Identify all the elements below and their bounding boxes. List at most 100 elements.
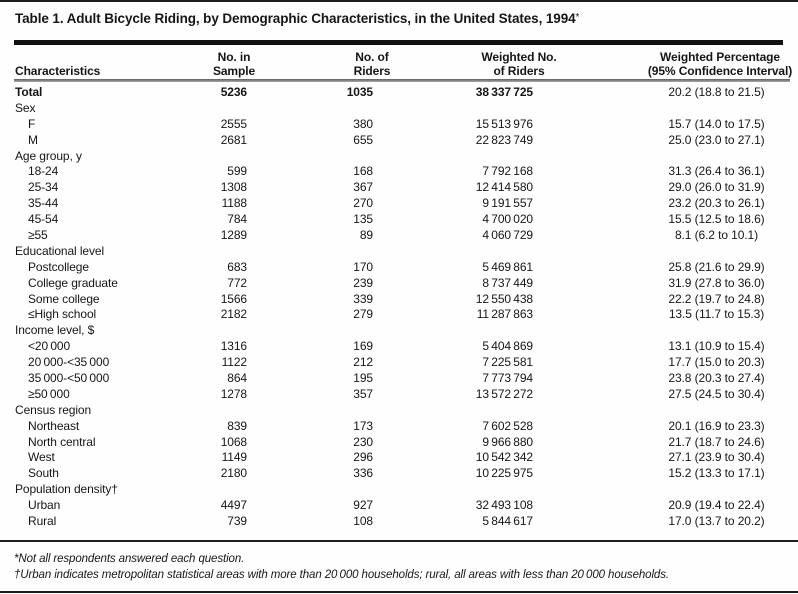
cell-sample: 4497	[220, 498, 247, 513]
cell-weighted: 22 823 749	[475, 132, 533, 147]
cell-weighted: 5 469 861	[482, 259, 533, 274]
row-label: M	[28, 132, 38, 147]
cell-riders: 108	[353, 514, 373, 529]
cell-weighted: 12 414 580	[475, 180, 533, 195]
row-label: <20 000	[28, 339, 71, 354]
cell-pct: 27.5 (24.5 to 30.4)	[668, 386, 765, 401]
row-label: F	[28, 116, 36, 131]
row-label: Census region	[15, 402, 92, 417]
table-row: 45-54 784 135 4 700 020 15.5 (12.5 to 18.6)	[0, 212, 798, 228]
cell-pct: 13.5 (11.7 to 15.3)	[668, 307, 765, 322]
cell-sample: 1068	[220, 434, 247, 449]
row-label: ≥50 000	[28, 386, 70, 401]
cell-pct: 17.7 (15.0 to 20.3)	[668, 355, 765, 370]
table-row: 35-44 1188 270 9 191 557 23.2 (20.3 to 26.1)	[0, 196, 798, 212]
cell-weighted: 7 225 581	[482, 355, 533, 370]
row-label: Age group, y	[15, 148, 82, 163]
header-top-rule	[14, 40, 783, 45]
row-label: West	[28, 450, 55, 465]
cell-pct: 15.2 (13.3 to 17.1)	[668, 466, 765, 481]
cell-pct: 29.0 (26.0 to 31.9)	[668, 180, 765, 195]
row-label: 25-34	[28, 180, 59, 195]
cell-pct: 23.2 (20.3 to 26.1)	[668, 196, 765, 211]
row-label: South	[28, 466, 59, 481]
cell-weighted: 5 844 617	[482, 514, 533, 529]
table-row: ≥55 1289 89 4 060 729 8.1 (6.2 to 10.1)	[0, 228, 798, 244]
cell-sample: 2180	[220, 466, 247, 481]
row-label: Northeast	[28, 418, 80, 433]
cell-weighted: 7 792 168	[482, 164, 533, 179]
cell-sample: 1122	[221, 355, 248, 370]
footnote-asterisk: *Not all respondents answered each quest…	[14, 553, 245, 565]
table-row: Sex	[0, 101, 798, 117]
cell-riders: 339	[353, 291, 373, 306]
cell-sample: 599	[227, 164, 247, 179]
cell-sample: 5236	[220, 85, 247, 99]
cell-pct: 21.7 (18.7 to 24.6)	[668, 434, 765, 449]
cell-riders: 168	[353, 164, 373, 179]
cell-weighted: 11 287 863	[476, 307, 533, 322]
column-header-weighted-no-of-riders: Weighted No. of Riders	[481, 50, 557, 78]
cell-pct: 17.0 (13.7 to 20.2)	[668, 514, 765, 529]
cell-weighted: 4 700 020	[482, 212, 533, 227]
cell-pct: 20.9 (19.4 to 22.4)	[668, 498, 765, 513]
cell-pct: 20.2 (18.8 to 21.5)	[668, 85, 765, 99]
cell-sample: 1308	[220, 180, 247, 195]
row-label: 35 000-<50 000	[28, 371, 110, 386]
table-row: Some college 1566 339 12 550 438 22.2 (19.7 …	[0, 292, 798, 308]
cell-weighted: 10 225 975	[475, 466, 533, 481]
cell-riders: 230	[353, 434, 373, 449]
row-label: 18-24	[28, 164, 59, 179]
cell-weighted: 12 550 438	[475, 291, 533, 306]
table-row: Urban 4497 927 32 493 108 20.9 (19.4 to 22.4…	[0, 498, 798, 514]
column-header-no-in-sample: No. in Sample	[212, 50, 256, 78]
footnote-dagger: †Urban indicates metropolitan statistica…	[14, 569, 669, 581]
row-label: 35-44	[28, 196, 59, 211]
table-title: Table 1. Adult Bicycle Riding, by Demogr…	[15, 11, 579, 26]
table-row: Postcollege 683 170 5 469 861 25.8 (21.6 to …	[0, 260, 798, 276]
table-row: 25-34 1308 367 12 414 580 29.0 (26.0 to 31.9…	[0, 180, 798, 196]
table-row: 20 000-<35 000 1122 212 7 225 581 17.7 (15.0…	[0, 355, 798, 371]
cell-riders: 927	[353, 498, 373, 513]
column-header-no-of-riders: No. of Riders	[353, 50, 391, 78]
table-row: Northeast 839 173 7 602 528 20.1 (16.9 to 23…	[0, 419, 798, 435]
cell-riders: 270	[353, 196, 373, 211]
table-title-text: Table 1. Adult Bicycle Riding, by Demogr…	[15, 11, 576, 26]
table-row: North central 1068 230 9 966 880 21.7 (18.7 …	[0, 435, 798, 451]
cell-weighted: 10 542 342	[475, 450, 533, 465]
cell-sample: 1289	[220, 228, 247, 243]
row-label: 20 000-<35 000	[28, 355, 110, 370]
cell-riders: 89	[359, 228, 373, 243]
cell-riders: 135	[353, 212, 373, 227]
table-title-footnote-marker: *	[575, 12, 580, 23]
cell-weighted: 9 966 880	[482, 434, 533, 449]
table-row: 18-24 599 168 7 792 168 31.3 (26.4 to 36.1)	[0, 164, 798, 180]
cell-pct: 22.2 (19.7 to 24.8)	[668, 291, 765, 306]
cell-pct: 27.1 (23.9 to 30.4)	[668, 450, 765, 465]
table-row: South 2180 336 10 225 975 15.2 (13.3 to 17.1…	[0, 466, 798, 482]
table-row: Population density†	[0, 482, 798, 498]
cell-sample: 1278	[220, 386, 247, 401]
cell-riders: 357	[353, 386, 373, 401]
footnote-separator-rule	[0, 540, 798, 542]
row-label: Rural	[28, 514, 57, 529]
cell-weighted: 13 572 272	[475, 386, 533, 401]
row-label: Income level, $	[15, 323, 95, 338]
table-row: Educational level	[0, 244, 798, 260]
row-label: Total	[15, 85, 43, 99]
cell-pct: 15.5 (12.5 to 18.6)	[668, 212, 765, 227]
row-label: Postcollege	[28, 259, 89, 274]
cell-pct: 25.0 (23.0 to 27.1)	[668, 132, 765, 147]
cell-pct: 23.8 (20.3 to 27.4)	[668, 371, 765, 386]
table-row: Age group, y	[0, 149, 798, 165]
cell-pct: 25.8 (21.6 to 29.9)	[668, 259, 765, 274]
cell-riders: 170	[353, 259, 373, 274]
table-row: M 2681 655 22 823 749 25.0 (23.0 to 27.1)	[0, 133, 798, 149]
column-header-weighted-percentage: Weighted Percentage (95% Confidence Inte…	[647, 50, 793, 78]
table-row: Rural 739 108 5 844 617 17.0 (13.7 to 20.2)	[0, 514, 798, 530]
cell-sample: 1566	[220, 291, 247, 306]
row-label: ≤High school	[28, 307, 97, 322]
cell-sample: 839	[227, 418, 247, 433]
table-row: <20 000 1316 169 5 404 869 13.1 (10.9 to 15.…	[0, 339, 798, 355]
